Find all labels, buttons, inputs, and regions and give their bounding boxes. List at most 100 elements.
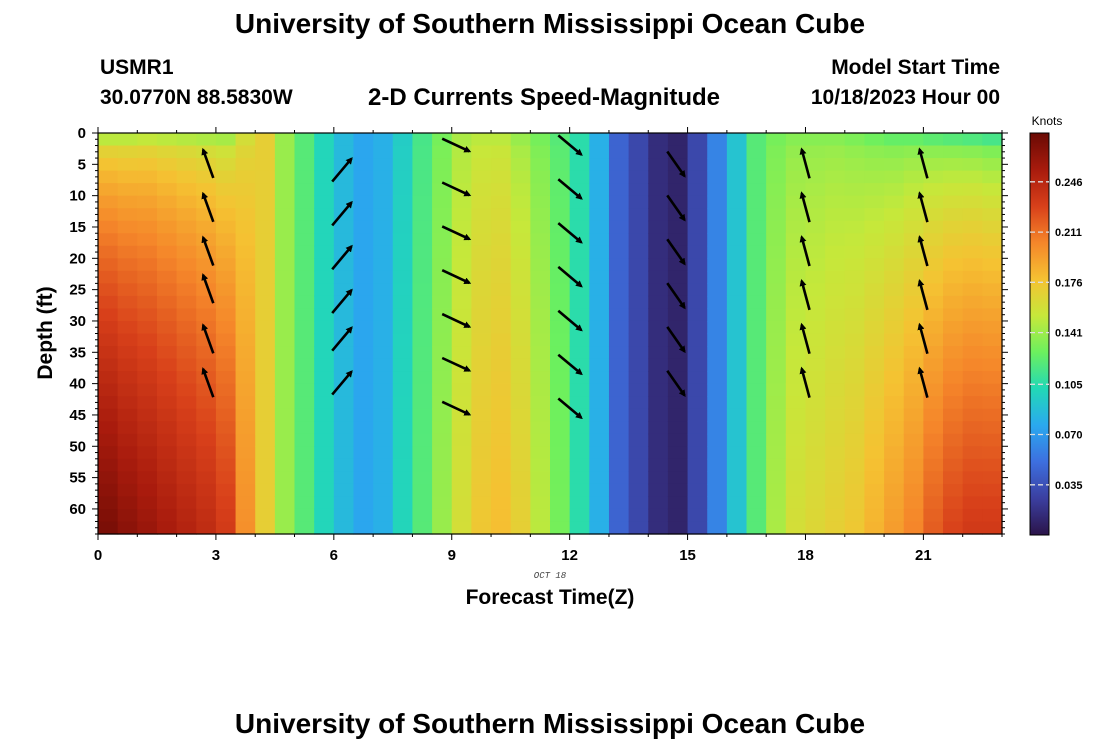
heatmap-cell: [766, 283, 787, 297]
y-tick-label: 50: [69, 438, 86, 455]
heatmap-cell: [373, 183, 394, 197]
heatmap-cell: [825, 483, 846, 498]
heatmap-cell: [864, 245, 885, 259]
heatmap-cell: [569, 308, 590, 322]
heatmap-cell: [333, 483, 355, 498]
heatmap-cell: [825, 508, 846, 523]
heatmap-cell: [530, 208, 551, 222]
heatmap-cell: [137, 446, 158, 460]
heatmap-cell: [373, 133, 394, 147]
heatmap-cell: [333, 133, 355, 147]
heatmap-cell: [943, 308, 964, 322]
heatmap-cell: [510, 320, 531, 335]
heatmap-cell: [903, 496, 924, 510]
heatmap-cell: [746, 208, 767, 222]
colorbar-tick-label: 0.211: [1055, 227, 1082, 239]
heatmap-cell: [98, 220, 119, 234]
heatmap-cell: [530, 183, 551, 197]
heatmap-cell: [923, 346, 944, 360]
heatmap-cell: [844, 220, 866, 234]
heatmap-cell: [746, 283, 767, 297]
heatmap-cell: [412, 408, 433, 422]
heatmap-cell: [589, 233, 610, 247]
heatmap-cell: [628, 358, 649, 372]
heatmap-cell: [766, 333, 787, 347]
heatmap-cell: [196, 220, 217, 234]
heatmap-cell: [235, 508, 256, 523]
heatmap-cell: [235, 208, 256, 222]
heatmap-cell: [667, 270, 689, 284]
current-vector-arrow: [917, 191, 929, 223]
heatmap-cell: [962, 270, 983, 284]
heatmap-cell: [825, 233, 846, 247]
heatmap-cell: [471, 483, 492, 498]
heatmap-cell: [373, 270, 394, 284]
heatmap-cell: [923, 358, 944, 372]
heatmap-cell: [412, 446, 433, 460]
heatmap-cell: [962, 308, 983, 322]
heatmap-cell: [726, 183, 748, 197]
heatmap-cell: [137, 320, 158, 335]
heatmap-cell: [432, 295, 453, 310]
heatmap-cell: [491, 421, 512, 435]
heatmap-cell: [137, 158, 158, 172]
heatmap-cell: [726, 508, 748, 523]
heatmap-cell: [569, 245, 590, 259]
heatmap-cell: [314, 483, 335, 498]
heatmap-cell: [274, 371, 296, 385]
heatmap-cell: [530, 333, 551, 347]
heatmap-cell: [117, 183, 138, 197]
heatmap-cell: [589, 333, 610, 347]
heatmap-cell: [726, 383, 748, 397]
heatmap-cell: [569, 346, 590, 360]
heatmap-cell: [628, 383, 649, 397]
heatmap-cell: [235, 220, 256, 234]
heatmap-cell: [373, 471, 394, 485]
heatmap-cell: [608, 195, 630, 209]
heatmap-cell: [432, 421, 453, 435]
heatmap-cell: [510, 170, 531, 184]
heatmap-cell: [589, 371, 610, 385]
heatmap-cell: [98, 496, 119, 510]
heatmap-cell: [255, 496, 276, 510]
heatmap-cell: [648, 308, 669, 322]
heatmap-cell: [176, 496, 197, 510]
heatmap-cell: [451, 508, 472, 523]
heatmap-cell: [471, 295, 492, 310]
heatmap-cell: [608, 245, 630, 259]
heatmap-cell: [569, 396, 590, 410]
heatmap-cell: [805, 270, 826, 284]
heatmap-cell: [471, 258, 492, 272]
heatmap-cell: [530, 283, 551, 297]
heatmap-cell: [491, 446, 512, 460]
heatmap-cell: [451, 396, 472, 410]
heatmap-cell: [903, 158, 924, 172]
heatmap-cell: [156, 433, 178, 447]
heatmap-cell: [215, 270, 237, 284]
heatmap-cell: [648, 496, 669, 510]
heatmap-cell: [412, 283, 433, 297]
heatmap-cell: [982, 183, 1003, 197]
heatmap-cell: [608, 371, 630, 385]
current-vector-arrow: [331, 326, 353, 352]
heatmap-cell: [353, 346, 374, 360]
heatmap-cell: [628, 421, 649, 435]
heatmap-cell: [392, 521, 414, 535]
heatmap-cell: [707, 220, 728, 234]
heatmap-cell: [314, 383, 335, 397]
heatmap-cell: [903, 446, 924, 460]
heatmap-cell: [373, 371, 394, 385]
heatmap-cell: [98, 483, 119, 498]
heatmap-cell: [785, 195, 807, 209]
heatmap-cell: [923, 421, 944, 435]
heatmap-cell: [255, 408, 276, 422]
chart-subtitle: 2-D Currents Speed-Magnitude: [368, 84, 721, 111]
heatmap-cell: [471, 195, 492, 209]
heatmap-cell: [903, 308, 924, 322]
heatmap-cell: [471, 408, 492, 422]
heatmap-cell: [785, 295, 807, 310]
heatmap-cell: [766, 458, 787, 472]
heatmap-cell: [196, 433, 217, 447]
heatmap-cell: [825, 346, 846, 360]
heatmap-cell: [589, 471, 610, 485]
